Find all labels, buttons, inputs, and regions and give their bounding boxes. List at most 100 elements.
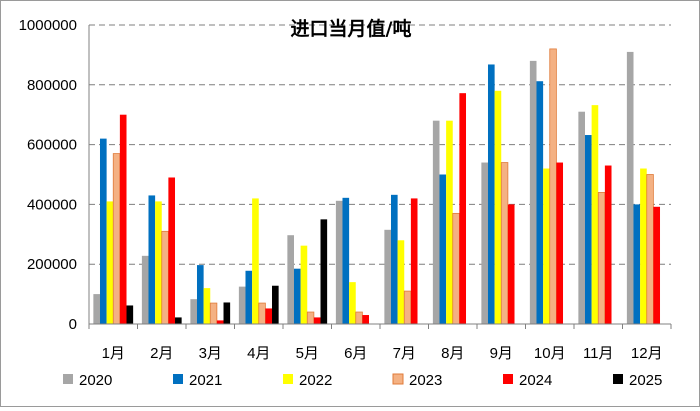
x-tick-label: 6月	[344, 345, 367, 362]
legend-swatch-2024	[503, 374, 513, 384]
bar-2021-9	[487, 64, 495, 324]
bar-2020-10	[529, 60, 537, 324]
bar-2024-11	[604, 165, 612, 324]
bar-2025-1	[126, 305, 134, 324]
bar-2025-3	[223, 302, 231, 324]
axes	[88, 25, 672, 329]
bar-2023-11	[597, 192, 606, 325]
bar-2021-8	[439, 174, 447, 324]
bar-2022-8	[446, 120, 453, 325]
legend-label-2020: 2020	[79, 372, 112, 389]
bar-2020-2	[141, 255, 149, 324]
y-tick-labels: 0 200000 400000 600000 800000 1000000	[19, 17, 77, 333]
x-tick-label: 3月	[199, 345, 222, 362]
legend-swatch-2022	[283, 374, 293, 384]
bar-2022-6	[349, 282, 356, 324]
y-tick-label: 0	[69, 316, 77, 333]
bar-2022-10	[543, 168, 550, 324]
bar-2023-5	[306, 311, 315, 325]
y-tick-label: 800000	[27, 77, 77, 94]
bars	[93, 48, 661, 325]
x-tick-labels: 1月 2月 3月 4月 5月 6月 7月 8月 9月 10月 11月 12月	[102, 345, 663, 362]
x-tick-label: 5月	[296, 345, 319, 362]
bar-2020-5	[287, 235, 294, 324]
bar-2023-10	[549, 48, 557, 325]
y-tick-label: 200000	[27, 256, 77, 273]
bar-2022-7	[397, 240, 405, 324]
bar-2023-4	[258, 302, 266, 325]
bar-2024-10	[556, 162, 564, 324]
bar-2024-1	[119, 114, 127, 324]
legend-label-2024: 2024	[519, 372, 552, 389]
bar-2022-5	[300, 245, 308, 324]
bar-2021-10	[536, 81, 544, 325]
x-tick-label: 8月	[441, 345, 464, 362]
bar-2022-11	[591, 105, 599, 324]
x-tick-label: 12月	[631, 345, 663, 362]
legend-label-2021: 2021	[189, 372, 222, 389]
x-tick-label: 11月	[583, 345, 614, 362]
bar-2023-2	[161, 230, 169, 325]
bar-2021-12	[633, 204, 641, 324]
bar-2023-7	[403, 290, 412, 325]
bar-2024-4	[265, 308, 273, 324]
x-tick-label: 9月	[490, 345, 513, 362]
bar-2024-9	[507, 204, 515, 324]
bar-2024-3	[216, 320, 224, 324]
bar-2020-9	[481, 162, 488, 324]
y-tick-label: 400000	[27, 196, 77, 213]
bar-2024-2	[168, 177, 176, 324]
bar-2024-8	[459, 93, 467, 324]
bar-2022-2	[155, 201, 162, 324]
bar-2024-7	[410, 198, 418, 324]
bar-2020-12	[626, 51, 634, 324]
bar-2022-3	[203, 288, 211, 324]
bar-2020-1	[93, 294, 100, 324]
bar-2020-11	[578, 111, 585, 325]
legend-label-2022: 2022	[299, 372, 332, 389]
bar-2020-3	[190, 299, 197, 324]
bar-2021-6	[342, 197, 350, 324]
bar-2024-6	[362, 315, 370, 324]
bar-2025-4	[272, 285, 279, 324]
bar-2021-7	[390, 194, 398, 324]
bar-2022-12	[640, 168, 647, 324]
bar-2023-1	[112, 153, 121, 325]
legend-swatch-2020	[63, 374, 73, 384]
legend-label-2023: 2023	[409, 372, 442, 389]
bar-2020-4	[238, 286, 246, 325]
legend-swatch-2021	[173, 374, 183, 384]
x-tick-label: 4月	[247, 345, 270, 362]
y-tick-label: 600000	[27, 137, 77, 154]
x-tick-label: 1月	[102, 345, 125, 362]
bar-2021-11	[584, 135, 592, 324]
legend-label-2025: 2025	[629, 372, 662, 389]
bar-2023-12	[646, 174, 654, 325]
legend-swatch-2023	[392, 373, 404, 385]
bar-2023-8	[452, 212, 460, 325]
bar-2022-9	[494, 90, 502, 324]
x-tick-label: 2月	[150, 345, 173, 362]
bar-2020-8	[432, 120, 440, 325]
bar-2022-4	[252, 198, 259, 324]
bar-2023-6	[355, 311, 363, 325]
bar-2021-4	[245, 270, 253, 324]
legend-swatch-2025	[613, 374, 623, 384]
bar-2020-6	[335, 200, 343, 324]
bar-2021-3	[196, 265, 204, 324]
bar-2025-2	[175, 317, 182, 324]
bar-2020-7	[384, 229, 391, 324]
bar-2021-1	[99, 138, 107, 324]
chart-title: 进口当月值/吨	[291, 17, 412, 40]
bar-2023-9	[500, 162, 509, 325]
x-tick-label: 10月	[534, 345, 566, 362]
x-tick-label: 7月	[393, 345, 416, 362]
bar-2023-3	[209, 302, 218, 325]
y-tick-label: 1000000	[19, 17, 77, 34]
bar-2025-5	[320, 219, 328, 324]
bar-2021-5	[293, 268, 301, 324]
legend: 2020 2021 2022 2023 2024 2025	[63, 372, 662, 389]
gridlines	[89, 24, 671, 265]
